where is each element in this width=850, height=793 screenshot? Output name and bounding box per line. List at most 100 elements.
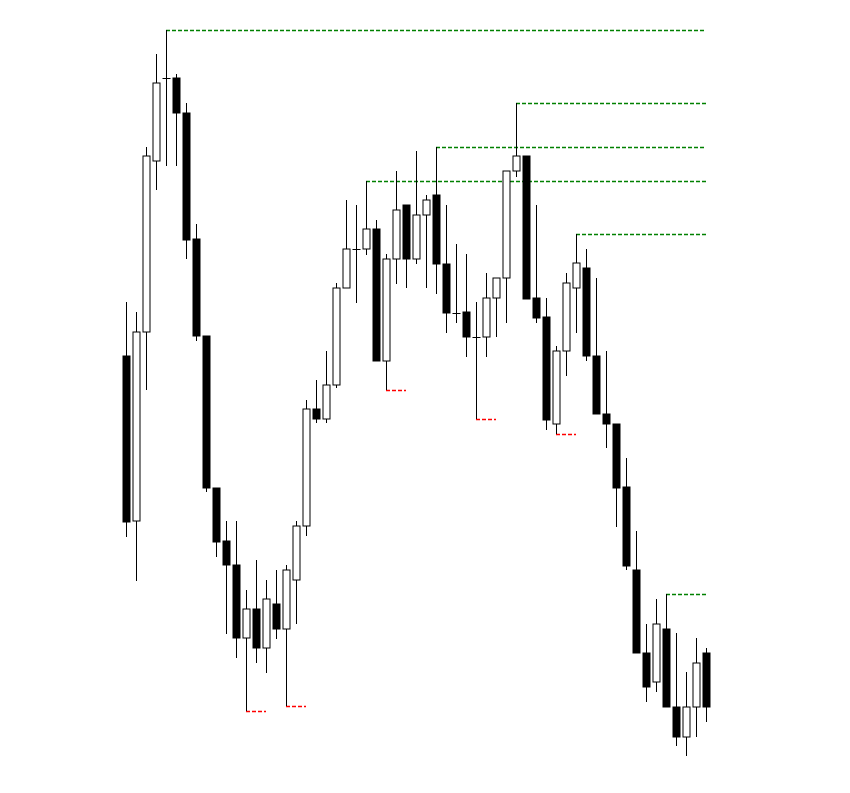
candle (572, 234, 581, 333)
candle (202, 335, 211, 492)
candle-body-bullish (502, 170, 511, 279)
candle-body-bearish (662, 628, 671, 708)
candle (692, 638, 701, 737)
candle (272, 570, 281, 639)
candle (242, 590, 251, 711)
candle (392, 171, 401, 284)
candle (322, 351, 331, 423)
candle-body-bullish (302, 408, 311, 527)
candle-body-bearish (532, 297, 541, 319)
candle-body-bearish (602, 413, 611, 425)
candle (182, 103, 191, 259)
candle (542, 298, 551, 430)
candle-body-bearish (582, 267, 591, 357)
candle (652, 599, 661, 692)
candle-body-bearish (232, 564, 241, 639)
candle-body-bearish (612, 423, 621, 489)
candle (442, 205, 451, 333)
candle-body-bearish (172, 77, 181, 114)
candle (352, 205, 361, 303)
candle-body-bearish (522, 155, 531, 300)
candle (282, 565, 291, 706)
candle (402, 204, 411, 288)
candle (502, 170, 511, 323)
candle-body-bullish (422, 199, 431, 216)
candle (582, 249, 591, 361)
candle-body-bearish (252, 608, 261, 649)
candle-body-bullish (282, 569, 291, 630)
candle-body-bearish (432, 194, 441, 265)
candle-body-bullish (322, 384, 331, 420)
level-lines (166, 29, 706, 713)
candle-body-bullish (362, 228, 371, 250)
candle (532, 205, 541, 323)
candle (672, 633, 681, 746)
candle (602, 351, 611, 448)
candle (462, 254, 471, 357)
candle (662, 594, 671, 708)
candle (262, 580, 271, 673)
candle (642, 624, 651, 702)
candle (562, 273, 571, 376)
candle (552, 346, 561, 434)
candle (382, 254, 391, 390)
candle-body-bearish (592, 355, 601, 415)
candle-body-bearish (222, 540, 231, 566)
candle-body-bearish (632, 569, 641, 654)
candle (232, 521, 241, 658)
candle (622, 458, 631, 570)
candle (152, 54, 161, 190)
candle (292, 521, 301, 624)
candle (192, 224, 201, 341)
candle-body-bullish (512, 155, 521, 172)
candle-body-bullish (682, 706, 691, 738)
candle (332, 283, 341, 388)
candle (482, 273, 491, 357)
candle (702, 648, 711, 722)
candle (452, 244, 461, 323)
candle (682, 672, 691, 756)
candle-body-bearish (202, 335, 211, 489)
candle (342, 200, 351, 289)
candle-body-bullish (132, 331, 141, 522)
candle-body-bullish (382, 258, 391, 362)
candle-body-bullish (572, 262, 581, 289)
candle (362, 181, 371, 255)
candle (412, 151, 421, 264)
candle-body-bullish (342, 248, 351, 289)
candle (252, 560, 261, 663)
candle-body-bullish (292, 525, 301, 581)
candle-body-bullish (262, 598, 271, 649)
candle-body-bearish (442, 263, 451, 314)
candle (432, 147, 441, 294)
candle-body-bearish (272, 603, 281, 630)
candle-body-bearish (312, 408, 321, 420)
candle-body-bearish (182, 112, 191, 241)
candle (302, 400, 311, 536)
candle (592, 278, 601, 415)
candle (492, 277, 501, 337)
candle-body-bullish (392, 209, 401, 260)
candle-body-bearish (402, 204, 411, 260)
candle-body-bullish (552, 350, 561, 425)
candle-body-bearish (622, 486, 631, 567)
candle-body-bullish (692, 662, 701, 708)
candle-body-bullish (332, 287, 341, 386)
candle (222, 521, 231, 634)
candle-body-bearish (462, 311, 471, 338)
candle-body-bullish (482, 297, 491, 338)
candle-body-bullish (412, 214, 421, 260)
candle (142, 147, 151, 390)
candle (472, 302, 481, 419)
candles (122, 30, 711, 756)
candle-body-bearish (192, 238, 201, 337)
candle (122, 302, 131, 537)
candle-body-bearish (672, 706, 681, 738)
candle (632, 531, 641, 654)
candle (522, 155, 531, 300)
candle (512, 103, 521, 177)
candle-body-bearish (212, 487, 221, 543)
candle (162, 30, 171, 166)
candle (212, 487, 221, 557)
